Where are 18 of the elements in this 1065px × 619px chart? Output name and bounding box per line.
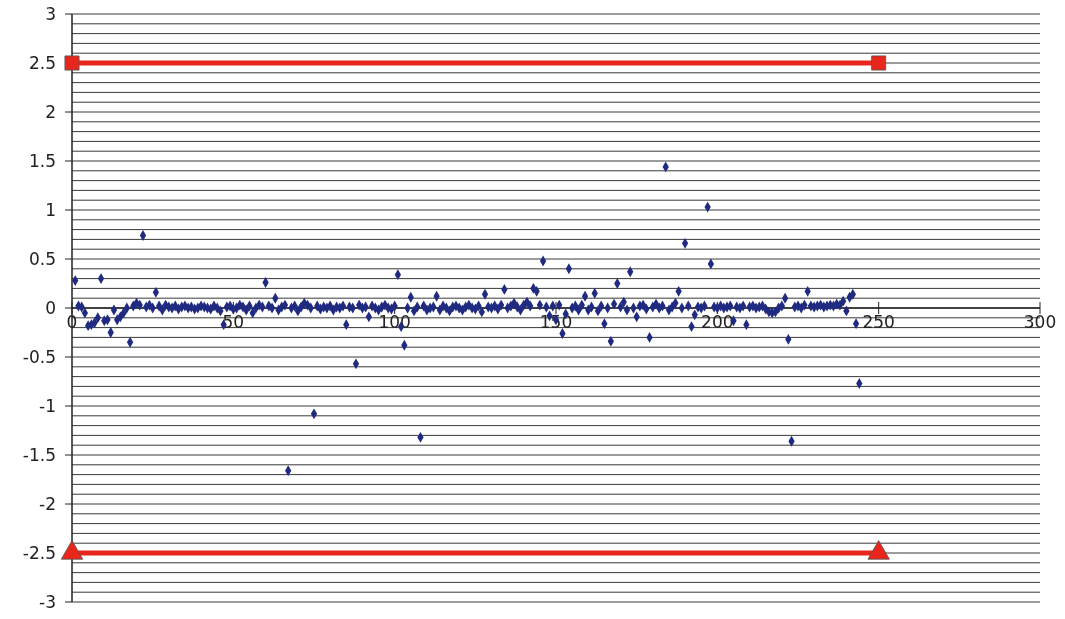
y-tick-label: 1 bbox=[45, 199, 56, 220]
x-tick-label: 100 bbox=[378, 312, 411, 332]
y-tick-label: -2.5 bbox=[22, 542, 56, 563]
y-tick-label: -1.5 bbox=[22, 444, 56, 465]
x-tick-label: 200 bbox=[701, 312, 734, 332]
y-tick-label: 0.5 bbox=[28, 248, 56, 269]
y-tick-label: -3 bbox=[39, 591, 56, 612]
y-tick-label: 3 bbox=[45, 3, 56, 24]
y-tick-label: -2 bbox=[39, 493, 56, 514]
x-tick-label: 250 bbox=[862, 312, 895, 332]
y-tick-label: 2.5 bbox=[28, 52, 56, 73]
y-tick-label: -0.5 bbox=[22, 346, 56, 367]
y-tick-label: 1.5 bbox=[28, 150, 56, 171]
y-tick-label: 2 bbox=[45, 101, 56, 122]
y-tick-label: 0 bbox=[45, 297, 56, 318]
x-tick-label: 300 bbox=[1023, 312, 1057, 332]
y-tick-label: -1 bbox=[39, 395, 56, 416]
x-tick-label: 50 bbox=[222, 312, 245, 332]
